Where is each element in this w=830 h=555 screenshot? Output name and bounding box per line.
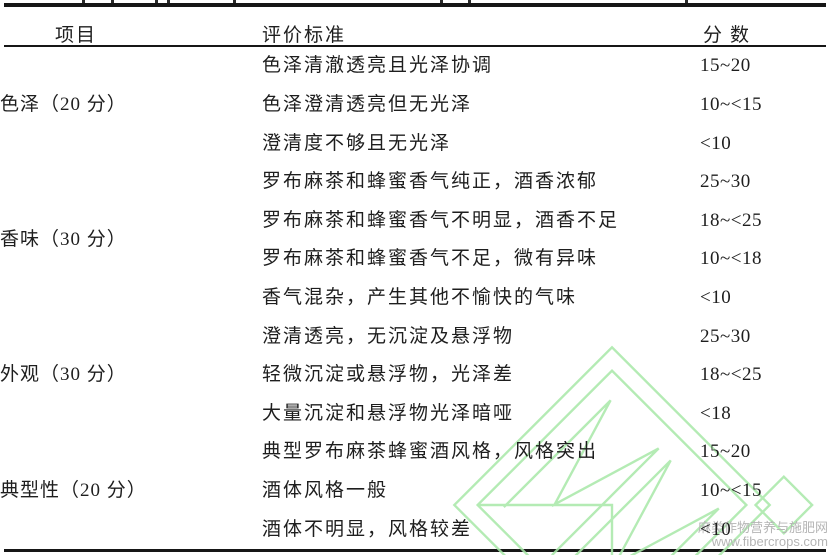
evaluation-criteria-table: 色泽（20 分） 色泽清澈透亮且光泽协调 15~20 色泽澄清透亮但无光泽 10~<15… — [0, 47, 830, 549]
table-row: 澄清度不够且无光泽 <10 — [0, 124, 830, 163]
score-cell: 10~<15 — [700, 479, 762, 501]
score-cell: 25~30 — [700, 171, 751, 193]
criteria-cell: 酒体风格一般 — [262, 479, 389, 501]
criteria-cell: 典型罗布麻茶蜂蜜酒风格，风格突出 — [262, 441, 599, 463]
caption-descender-mark — [233, 0, 236, 3]
table-bottom-rule — [4, 549, 826, 552]
item-cell: 典型性（20 分） — [0, 479, 147, 501]
criteria-cell: 罗布麻茶和蜂蜜香气不足，微有异味 — [262, 248, 599, 270]
table-header-rule — [4, 45, 826, 47]
criteria-cell: 澄清透亮，无沉淀及悬浮物 — [262, 325, 515, 347]
score-cell: <10 — [700, 518, 732, 540]
item-cell: 外观（30 分） — [0, 364, 127, 386]
score-cell: 10~<15 — [700, 93, 762, 115]
score-cell: <10 — [700, 132, 732, 154]
caption-descender-mark — [440, 0, 443, 3]
table-row: 罗布麻茶和蜂蜜香气不足，微有异味 10~<18 — [0, 240, 830, 279]
caption-descender-mark — [468, 0, 471, 3]
criteria-cell: 色泽澄清透亮但无光泽 — [262, 93, 473, 115]
item-cell: 色泽（20 分） — [0, 93, 127, 115]
score-cell: 18~<25 — [700, 364, 762, 386]
criteria-cell: 罗布麻茶和蜂蜜香气纯正，酒香浓郁 — [262, 171, 599, 193]
caption-descender-mark — [167, 0, 170, 3]
caption-descender-mark — [155, 0, 158, 3]
criteria-cell: 香气混杂，产生其他不愉快的气味 — [262, 286, 578, 308]
score-cell: 15~20 — [700, 441, 751, 463]
criteria-cell: 大量沉淀和悬浮物光泽暗哑 — [262, 402, 515, 424]
caption-descender-mark — [82, 0, 85, 3]
column-header-criteria: 评价标准 — [262, 25, 347, 46]
criteria-table-body: 色泽（20 分） 色泽清澈透亮且光泽协调 15~20 色泽澄清透亮但无光泽 10~<15… — [0, 47, 830, 549]
score-cell: 15~20 — [700, 55, 751, 77]
score-cell: 10~<18 — [700, 248, 762, 270]
caption-descender-mark — [685, 0, 688, 3]
table-row: 典型性（20 分） 典型罗布麻茶蜂蜜酒风格，风格突出 15~20 — [0, 433, 830, 501]
score-cell: 25~30 — [700, 325, 751, 347]
item-cell: 香味（30 分） — [0, 229, 127, 251]
column-header-score: 分数 — [703, 25, 758, 46]
score-cell: 18~<25 — [700, 209, 762, 231]
table-row: 香味（30 分） 罗布麻茶和蜂蜜香气纯正，酒香浓郁 25~30 — [0, 163, 830, 250]
table-row: 色泽澄清透亮但无光泽 10~<15 — [0, 86, 830, 125]
table-row: 香气混杂，产生其他不愉快的气味 <10 — [0, 279, 830, 318]
table-row: 色泽（20 分） 色泽清澈透亮且光泽协调 15~20 — [0, 47, 830, 115]
table-row: 罗布麻茶和蜂蜜香气不明显，酒香不足 18~<25 — [0, 201, 830, 240]
criteria-cell: 轻微沉淀或悬浮物，光泽差 — [262, 364, 515, 386]
score-cell: <10 — [700, 286, 732, 308]
table-top-rule — [4, 3, 826, 7]
column-header-item: 项目 — [55, 25, 98, 46]
criteria-cell: 澄清度不够且无光泽 — [262, 132, 452, 154]
criteria-cell: 酒体不明显，风格较差 — [262, 518, 473, 540]
caption-descender-mark — [111, 0, 114, 3]
criteria-cell: 罗布麻茶和蜂蜜香气不明显，酒香不足 — [262, 209, 620, 231]
criteria-cell: 色泽清澈透亮且光泽协调 — [262, 55, 494, 77]
table-row: 外观（30 分） 澄清透亮，无沉淀及悬浮物 25~30 — [0, 317, 830, 386]
score-cell: <18 — [700, 402, 732, 424]
